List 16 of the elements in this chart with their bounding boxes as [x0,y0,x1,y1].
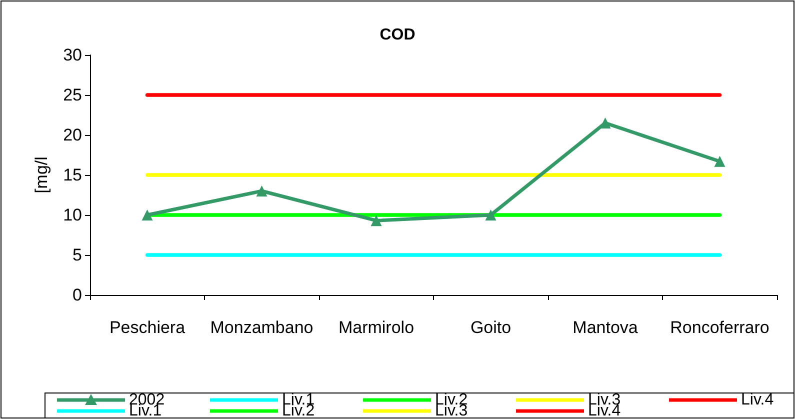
y-tick-label: 30 [63,46,82,64]
x-tick-label: Roncoferraro [670,318,770,337]
x-tick-label: Marmirolo [338,318,414,337]
y-tick-label: 10 [63,206,82,224]
y-tick-label: 20 [63,126,82,144]
y-tick-label: 25 [63,86,82,104]
y-axis-title: [mg/l [32,156,51,194]
legend-label: Liv.4 [741,392,774,408]
y-tick-label: 0 [72,286,82,304]
y-tick-label: 5 [72,246,82,264]
x-tick-label: Monzambano [210,318,314,337]
y-tick-label: 15 [63,166,82,184]
x-tick-label: Mantova [572,318,638,337]
chart-title: COD [380,26,416,44]
x-tick-label: Goito [470,318,512,337]
x-tick-label: Peschiera [109,318,186,337]
